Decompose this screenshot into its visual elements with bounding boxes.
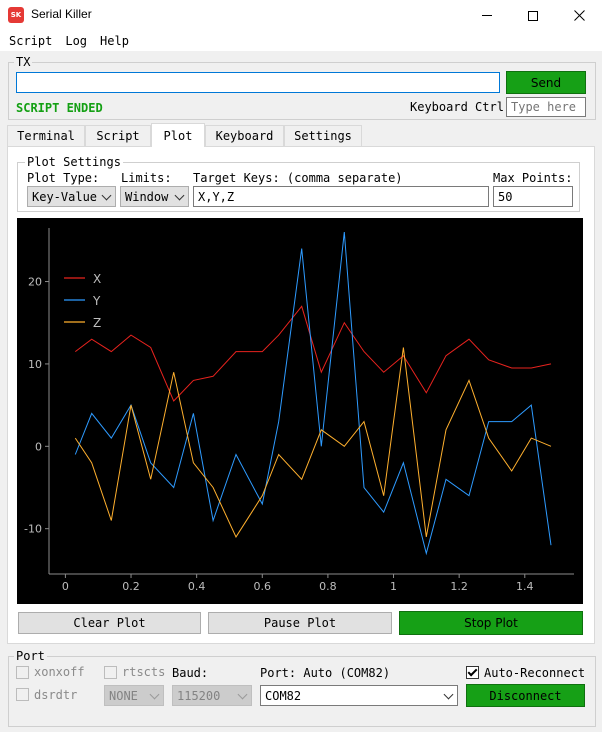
dsrdtr-label: dsrdtr [34,688,78,702]
rtscts-label: rtscts [122,665,166,679]
series-line-x [74,305,552,402]
window-title: Serial Killer [31,7,92,21]
port-group-label: Port [14,649,47,663]
limits-value: Window [125,189,169,204]
y-tick-label: 20 [28,276,42,289]
baud-select[interactable]: 115200 [172,685,252,706]
target-keys-input[interactable] [193,186,489,207]
plot-settings-label: Plot Settings [25,155,123,169]
plot-type-select[interactable]: Key-Value [27,186,116,207]
plot-background [17,218,583,604]
tab-settings[interactable]: Settings [284,125,362,146]
chevron-down-icon [174,190,185,201]
x-tick-label: 0 [62,580,69,593]
maximize-icon [528,10,538,21]
menu-bar: Script Log Help [0,31,602,51]
tab-terminal[interactable]: Terminal [7,125,85,146]
legend-label-z: Z [93,316,101,330]
title-bar: SK Serial Killer [0,0,602,31]
keyboard-ctrl-label: Keyboard Ctrl [410,100,504,114]
x-tick-label: 1.2 [450,580,468,593]
y-tick-label: 10 [28,358,42,371]
pause-plot-button[interactable]: Pause Plot [208,612,392,634]
tx-input[interactable] [16,72,500,93]
tab-keyboard[interactable]: Keyboard [205,125,284,146]
xonxoff-checkbox[interactable] [16,666,29,679]
port-group [8,656,596,727]
plot-type-value: Key-Value [32,189,98,204]
tab-script[interactable]: Script [85,125,151,146]
parity-value: NONE [109,688,138,703]
close-button[interactable] [556,0,602,31]
port-select[interactable]: COM82 [260,685,458,706]
tx-group [8,62,596,120]
legend-label-x: X [93,272,101,286]
xonxoff-label: xonxoff [34,665,85,679]
dsrdtr-checkbox[interactable] [16,688,29,701]
tab-plot[interactable]: Plot [151,123,205,147]
target-keys-label: Target Keys: (comma separate) [193,171,403,185]
series-line-z [74,347,552,538]
keyboard-ctrl-input[interactable] [506,97,586,117]
plot-chart: 0 0.2 0.4 0.6 0.8 1 1.2 1.4 -10 0 10 20 XYZ [17,218,583,604]
auto-reconnect-label: Auto-Reconnect [484,666,586,680]
script-status: SCRIPT ENDED [16,101,103,115]
chevron-down-icon [443,689,454,700]
baud-value: 115200 [177,688,221,703]
maximize-button[interactable] [510,0,556,31]
x-tick-label: 1 [390,580,397,593]
minimize-button[interactable] [464,0,510,31]
port-label: Port: Auto (COM82) [260,666,391,680]
baud-label: Baud: [172,666,209,680]
rtscts-checkbox[interactable] [104,666,117,679]
clear-plot-button[interactable]: Clear Plot [18,612,201,634]
plot-type-label: Plot Type: [27,171,100,185]
plot-settings-group [17,162,580,212]
chevron-down-icon [237,689,248,700]
stop-plot-button[interactable]: Stop Plot [399,611,583,635]
x-tick-label: 0.4 [188,580,206,593]
auto-reconnect-checkbox[interactable] [466,666,479,679]
tx-group-label: TX [14,55,33,69]
chevron-down-icon [149,689,160,700]
disconnect-button[interactable]: Disconnect [466,684,585,707]
legend-label-y: Y [92,294,101,308]
x-tick-label: 1.4 [516,580,534,593]
max-points-label: Max Points: [493,171,573,185]
x-tick-label: 0.8 [319,580,337,593]
y-tick-label: -10 [24,523,42,536]
minimize-icon [482,15,492,16]
send-button[interactable]: Send [506,71,586,94]
close-icon [573,10,585,21]
y-tick-label: 0 [35,440,42,453]
chevron-down-icon [101,190,112,201]
limits-select[interactable]: Window [120,186,189,207]
menu-log[interactable]: Log [65,34,88,48]
checkmark-icon [467,666,478,677]
port-value: COM82 [265,688,302,703]
menu-help[interactable]: Help [100,34,129,48]
x-tick-label: 0.6 [254,580,272,593]
series-line-y [74,232,552,556]
limits-label: Limits: [121,171,172,185]
x-tick-label: 0.2 [122,580,140,593]
app-logo-icon: SK [8,7,24,23]
parity-select[interactable]: NONE [104,685,164,706]
max-points-input[interactable] [493,186,573,207]
menu-script[interactable]: Script [9,34,53,48]
